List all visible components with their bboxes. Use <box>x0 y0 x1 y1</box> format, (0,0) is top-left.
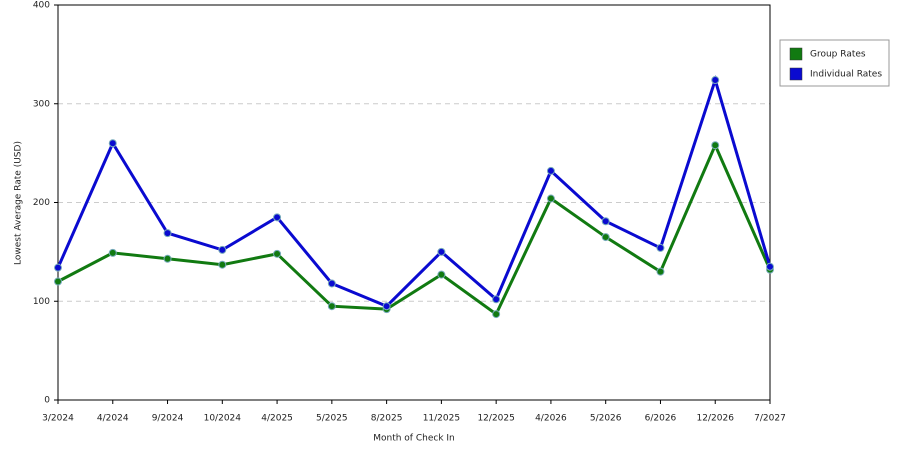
x-tick-label: 9/2024 <box>152 414 184 424</box>
x-tick-label: 4/2024 <box>97 414 129 424</box>
x-tick-label: 5/2025 <box>316 414 348 424</box>
data-point <box>218 245 227 254</box>
y-tick-label: 200 <box>33 198 50 208</box>
data-point <box>163 229 172 238</box>
plot-frame <box>57 4 771 401</box>
legend-swatch <box>789 47 803 61</box>
data-point <box>273 213 282 222</box>
x-tick-label: 3/2024 <box>42 414 74 424</box>
data-point <box>711 76 720 85</box>
x-tick-label: 7/2027 <box>754 414 786 424</box>
x-tick-label: 8/2025 <box>371 414 403 424</box>
data-point <box>108 248 117 257</box>
data-point <box>327 279 336 288</box>
data-point <box>382 302 391 311</box>
y-tick-label: 0 <box>44 396 50 406</box>
x-tick-label: 4/2025 <box>261 414 293 424</box>
data-point <box>656 243 665 252</box>
data-point <box>601 217 610 226</box>
data-point <box>218 260 227 269</box>
series-line <box>56 74 772 308</box>
legend-label: Group Rates <box>810 50 866 60</box>
y-axis-label: Lowest Average Rate (USD) <box>14 141 24 265</box>
series-line <box>57 141 772 317</box>
legend-label: Individual Rates <box>810 70 882 80</box>
x-tick-label: 12/2025 <box>477 414 514 424</box>
y-tick-label: 300 <box>33 99 50 109</box>
data-point <box>108 139 117 148</box>
data-point <box>273 249 282 258</box>
data-point <box>711 141 720 150</box>
data-point <box>656 267 665 276</box>
x-tick-label: 12/2026 <box>697 414 735 424</box>
data-point <box>437 247 446 256</box>
x-axis-label: Month of Check In <box>373 434 455 444</box>
data-point <box>54 277 62 286</box>
data-point <box>546 166 555 175</box>
y-tick-label: 100 <box>33 297 50 307</box>
data-point <box>766 262 774 271</box>
x-tick-label: 5/2026 <box>590 414 622 424</box>
x-tick-label: 10/2024 <box>204 414 242 424</box>
data-point <box>163 254 172 263</box>
data-point <box>437 270 446 279</box>
legend-swatch <box>789 67 803 81</box>
data-point <box>54 263 62 272</box>
data-point <box>492 295 501 304</box>
data-point <box>327 302 336 311</box>
data-point <box>601 233 610 242</box>
y-tick-label: 400 <box>33 1 50 11</box>
x-tick-label: 11/2025 <box>423 414 460 424</box>
x-tick-label: 6/2026 <box>645 414 677 424</box>
data-point <box>492 310 501 319</box>
data-point <box>546 194 555 203</box>
x-tick-label: 4/2026 <box>535 414 567 424</box>
